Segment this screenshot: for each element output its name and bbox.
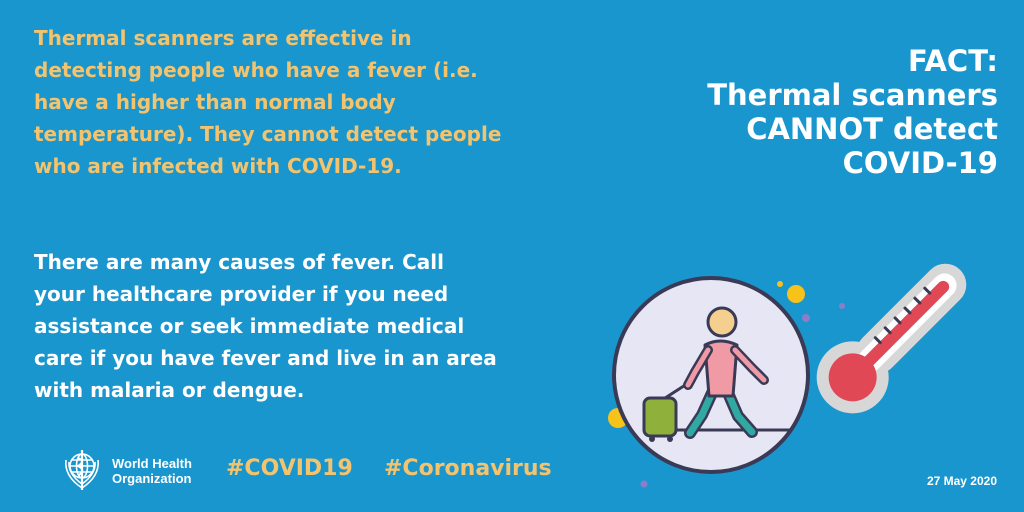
decor-dot (777, 281, 783, 287)
fever-advice-paragraph: There are many causes of fever. Call you… (34, 250, 497, 402)
fact-line: CANNOT detect (746, 112, 998, 146)
who-emblem-icon (65, 450, 99, 490)
organization-name-line: World Health (112, 456, 192, 471)
publication-date: 27 May 2020 (926, 474, 997, 488)
fact-label: FACT: (907, 44, 998, 78)
fact-headline: FACT: Thermal scanners CANNOT detect COV… (598, 44, 998, 180)
scanner-fact-paragraph: Thermal scanners are effective in detect… (34, 26, 502, 178)
decor-dot (802, 314, 810, 322)
fact-line: Thermal scanners (707, 78, 998, 112)
organization-name-line: Organization (112, 471, 192, 486)
traveler-with-suitcase-icon (612, 276, 810, 474)
organization-name: World Health Organization (112, 456, 192, 486)
hashtag-covid19: #COVID19 (226, 456, 353, 481)
decor-dot (839, 303, 845, 309)
decor-dot (787, 285, 805, 303)
thermometer-icon (816, 263, 967, 414)
hashtag-coronavirus: #Coronavirus (384, 456, 552, 481)
fact-line: COVID-19 (842, 146, 998, 180)
decor-dot (640, 480, 648, 488)
